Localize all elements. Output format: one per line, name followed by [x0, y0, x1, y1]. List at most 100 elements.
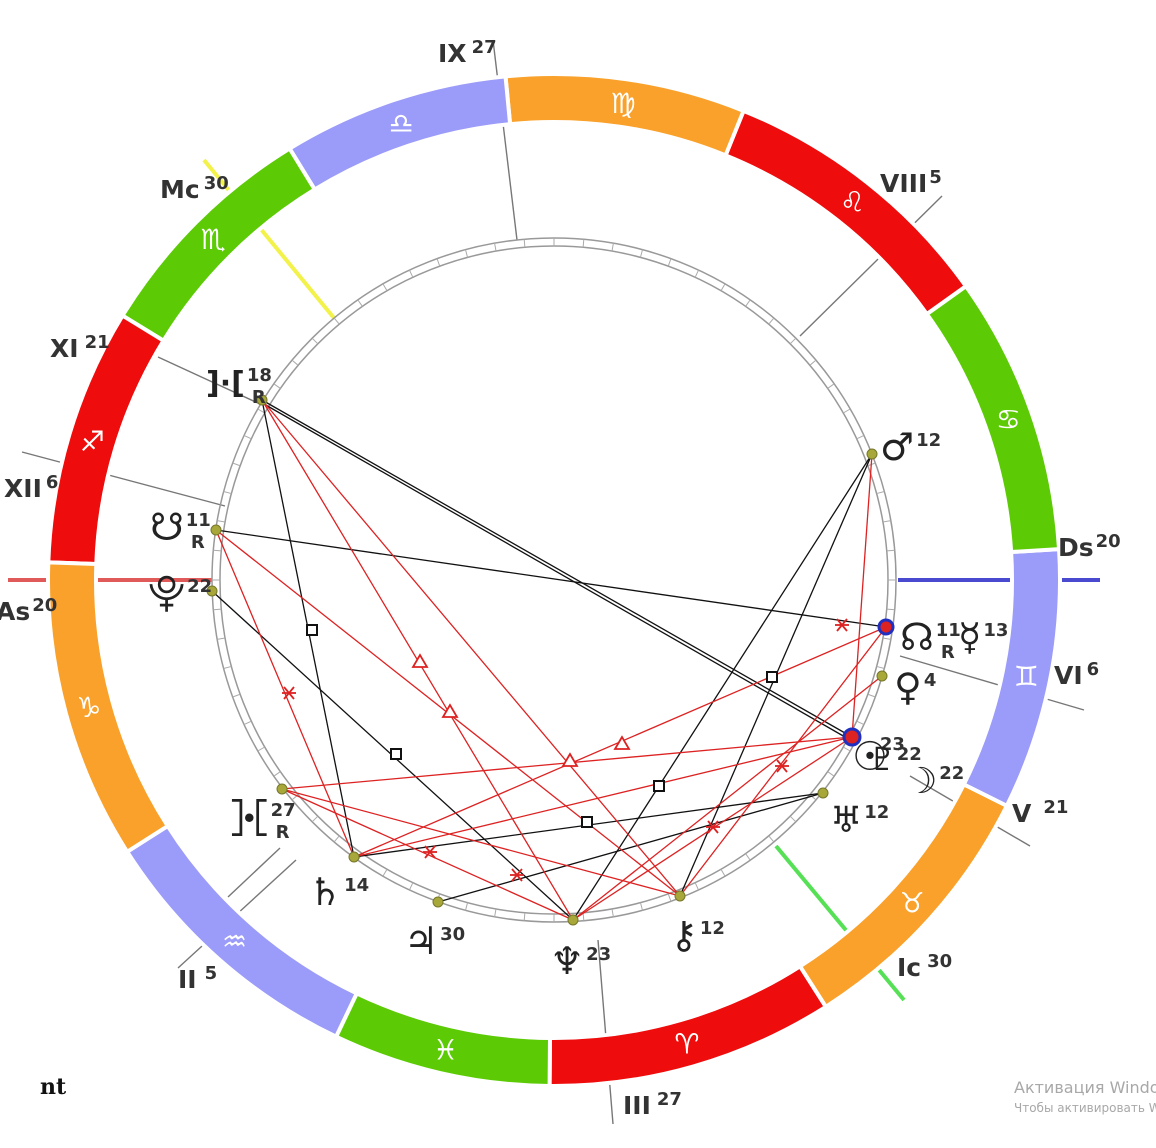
aspect-line — [353, 736, 853, 858]
uranus-glyph: ♅ 12 — [830, 800, 889, 841]
capricorn-icon: ♑ — [76, 691, 101, 724]
footer-label: nt — [40, 1074, 67, 1100]
degree-tick — [843, 408, 851, 414]
house-cusp-line — [597, 939, 614, 1125]
degree-tick — [243, 435, 252, 440]
degree-tick — [273, 383, 281, 389]
zodiac-ring: ♈ ♉ ♊ ♋ ♌ ♍ ♎ ♏ ♐ ♑ ♒ ♓ — [46, 72, 1062, 1088]
watermark-line-2: Чтобы активировать Windows — [1014, 1101, 1156, 1115]
degree-tick — [667, 258, 672, 267]
degree-tick — [217, 520, 226, 523]
saturn-glyph: ♄ 14 — [308, 870, 369, 914]
pluto-alt-glyph: ♇22 — [868, 740, 922, 778]
aquarius-icon: ♒ — [222, 925, 247, 958]
degree-tick — [667, 893, 672, 902]
planet-dot-jup — [432, 896, 444, 908]
house-label-xii: XII 6 — [4, 472, 58, 503]
degree-tick — [789, 815, 797, 823]
degree-tick — [876, 665, 885, 669]
inner-circle-inner — [219, 245, 889, 915]
angle-label-ds: Ds 20 — [1058, 531, 1121, 562]
house-label-xi: XI 21 — [50, 332, 110, 363]
zodiac-segment-aries — [547, 963, 829, 1088]
house-cusp-line — [492, 39, 518, 241]
mercury-glyph: ☿ 13 — [958, 615, 1008, 659]
house-label-iii: III 27 — [623, 1089, 682, 1120]
degree-tick — [223, 665, 232, 669]
degree-tick — [232, 693, 241, 698]
moon-glyph: ☽ 22 — [905, 761, 964, 802]
zodiac-segment-gemini — [961, 546, 1062, 809]
trine-aspect-marker — [411, 653, 429, 668]
cancer-icon: ♋ — [996, 403, 1021, 436]
zodiac-segment-cancer — [924, 283, 1062, 555]
degree-tick — [882, 637, 891, 640]
degree-tick — [768, 835, 775, 843]
degree-tick — [382, 283, 388, 291]
degree-tick — [611, 243, 614, 252]
degree-tick — [333, 317, 340, 325]
sextile-aspect-marker — [707, 820, 719, 834]
degree-tick — [523, 912, 526, 921]
planet-dot-snode — [210, 524, 222, 536]
aspect-line — [851, 453, 873, 738]
planet-dot-ven — [876, 670, 888, 682]
aries-icon: ♈ — [674, 1027, 699, 1060]
degree-tick — [436, 258, 441, 267]
degree-tick — [494, 908, 497, 917]
degree-tick — [311, 337, 319, 345]
degree-tick — [827, 383, 835, 389]
trine-aspect-marker — [561, 752, 579, 767]
degree-tick — [720, 869, 726, 877]
planet-dot-nep — [567, 914, 579, 926]
degree-tick — [745, 853, 751, 861]
degree-tick — [809, 794, 817, 801]
trine-aspect-marker — [613, 735, 631, 750]
sagittarius-icon: ♐ — [80, 425, 105, 458]
degree-tick — [856, 720, 865, 725]
square-aspect-marker — [390, 748, 402, 760]
degree-tick — [465, 902, 469, 911]
degree-tick — [382, 869, 388, 877]
square-aspect-marker — [581, 816, 593, 828]
degree-tick — [243, 720, 252, 725]
degree-tick — [768, 317, 775, 325]
house-cusp-line — [227, 847, 281, 898]
virgo-icon: ♍ — [611, 87, 636, 120]
leo-icon: ♌ — [840, 185, 865, 218]
sun-glyph: ☉23 — [852, 734, 905, 780]
sextile-aspect-marker — [836, 618, 848, 632]
north-node-glyph: ☊ 11 R — [900, 615, 961, 663]
degree-tick — [333, 835, 340, 843]
square-aspect-marker — [766, 671, 778, 683]
zodiac-segment-pisces — [333, 990, 553, 1088]
house-label-viii: VIII 5 — [880, 167, 942, 198]
degree-tick — [639, 249, 643, 258]
degree-tick — [867, 693, 876, 698]
aspect-line — [263, 403, 853, 742]
inner-circle — [211, 237, 897, 923]
aspect-lines — [211, 399, 887, 921]
degree-tick — [291, 359, 299, 366]
house-cusp-line — [157, 356, 261, 405]
degree-tick — [694, 882, 699, 891]
aspect-line — [261, 399, 681, 897]
watermark-line-1: Активация Windows — [1014, 1078, 1156, 1097]
planet-dot-ura — [817, 787, 829, 799]
degree-tick — [789, 337, 797, 345]
planet-dot-vulcan — [256, 394, 268, 406]
aspect-line — [261, 399, 853, 738]
ic-line — [774, 844, 906, 1002]
degree-tick — [886, 549, 895, 552]
square-aspect-marker — [653, 780, 665, 792]
degree-tick — [809, 359, 817, 366]
house-cusp-line — [799, 195, 943, 337]
degree-tick — [257, 746, 265, 752]
aspect-line — [437, 792, 824, 903]
house-label-ix: IX 27 — [438, 37, 497, 68]
degree-tick — [217, 637, 226, 640]
square-aspect-marker — [306, 624, 318, 636]
degree-tick — [465, 249, 469, 258]
house-cusp-line — [899, 655, 1085, 711]
